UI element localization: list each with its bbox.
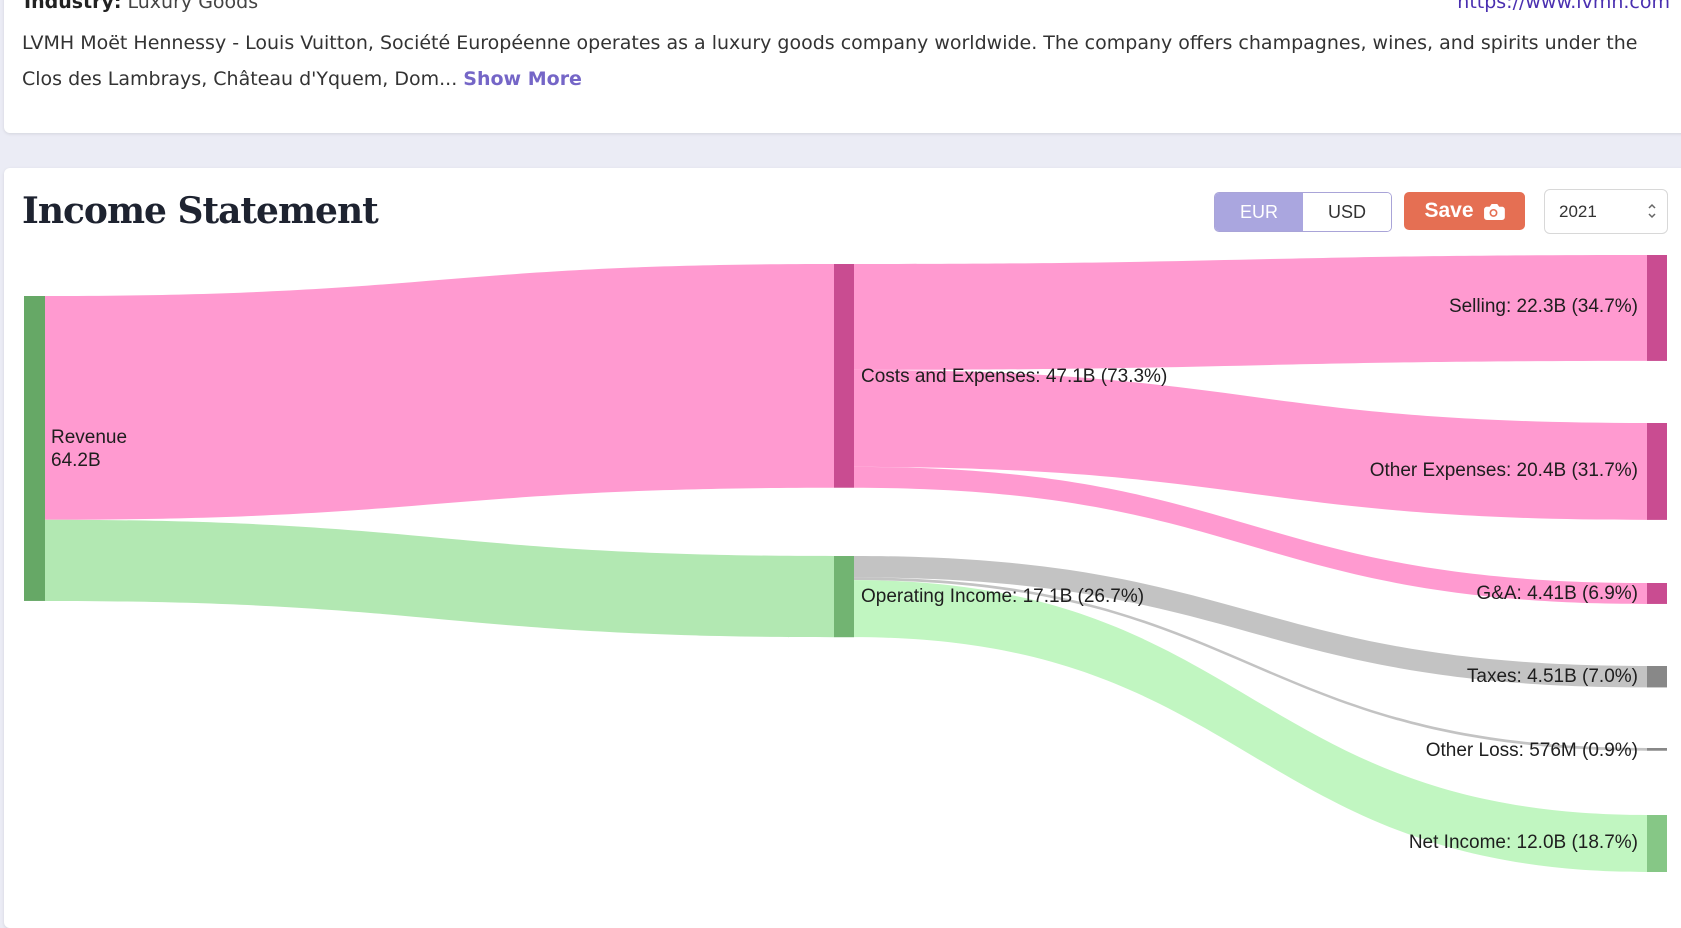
currency-toggle[interactable]: EUR USD xyxy=(1214,192,1392,232)
save-image-button[interactable]: Save xyxy=(1404,192,1525,230)
link-costs-to-ga[interactable] xyxy=(854,466,1647,604)
link-costs-to-other-expenses[interactable] xyxy=(854,369,1647,520)
company-website-link[interactable]: https://www.lvmh.com xyxy=(1457,0,1670,13)
industry-row: Industry: Luxury Goods xyxy=(24,0,258,12)
taxes-node[interactable] xyxy=(1647,666,1667,688)
show-more-link[interactable]: Show More xyxy=(463,68,582,90)
year-select[interactable]: 2021 xyxy=(1544,189,1668,234)
industry-value: Luxury Goods xyxy=(127,0,259,13)
other-loss-node[interactable] xyxy=(1647,748,1667,751)
selected-year: 2021 xyxy=(1559,201,1597,221)
link-operating-income-to-net-income[interactable] xyxy=(854,580,1647,872)
link-revenue-to-costs[interactable] xyxy=(45,264,834,520)
selling-node[interactable] xyxy=(1647,255,1667,361)
company-profile-card: Industry: Luxury Goods https://www.lvmh.… xyxy=(4,0,1681,133)
other-expenses-node[interactable] xyxy=(1647,423,1667,520)
currency-usd-button[interactable]: USD xyxy=(1303,193,1391,231)
description-text: LVMH Moët Hennessy - Louis Vuitton, Soci… xyxy=(22,32,1638,90)
camera-icon xyxy=(1483,203,1505,220)
sankey-nodes xyxy=(24,255,1667,872)
link-operating-income-to-taxes[interactable] xyxy=(854,556,1647,688)
revenue-node[interactable] xyxy=(24,296,45,601)
industry-label: Industry: xyxy=(24,0,122,13)
costs-and-expenses-node[interactable] xyxy=(834,264,854,488)
company-description: LVMH Moët Hennessy - Louis Vuitton, Soci… xyxy=(22,25,1681,97)
income-statement-title: Income Statement xyxy=(22,190,379,232)
select-chevron-icon xyxy=(1648,203,1656,219)
currency-eur-button[interactable]: EUR xyxy=(1215,193,1303,231)
operating-income-node[interactable] xyxy=(834,556,854,638)
link-revenue-to-operating-income[interactable] xyxy=(45,519,834,638)
ga-node[interactable] xyxy=(1647,583,1667,604)
save-button-label: Save xyxy=(1424,199,1474,222)
sankey-links xyxy=(45,255,1647,872)
link-costs-to-selling[interactable] xyxy=(854,255,1647,370)
link-operating-income-to-other-loss[interactable] xyxy=(854,577,1647,751)
net-income-node[interactable] xyxy=(1647,815,1667,872)
